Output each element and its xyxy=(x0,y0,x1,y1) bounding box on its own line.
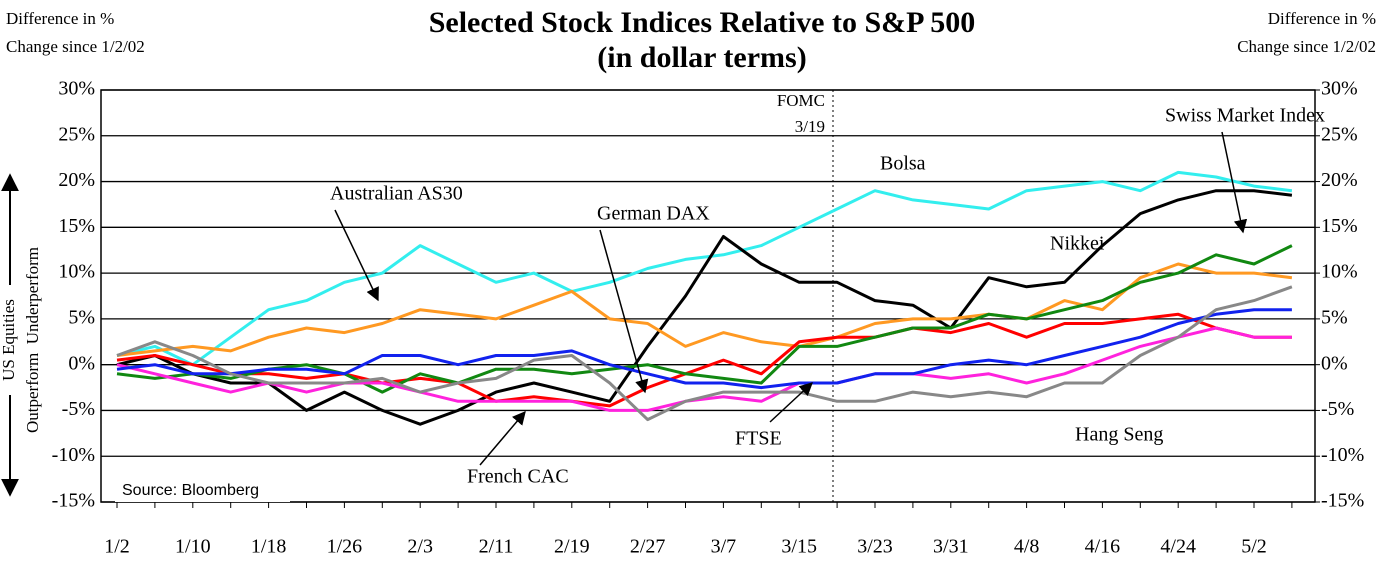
series-line xyxy=(116,285,1293,422)
series-line xyxy=(116,170,1293,367)
y2-tick-label: 15% xyxy=(1321,215,1358,237)
x-tick-label: 4/16 xyxy=(1085,536,1121,558)
left-axis-label: Difference in % xyxy=(6,9,114,28)
source: Source: Bloomberg xyxy=(122,482,259,499)
arrow xyxy=(769,382,813,423)
annotation: FOMC xyxy=(777,91,825,110)
arrow xyxy=(334,209,379,302)
x-tick-label: 3/15 xyxy=(781,536,817,558)
y2-tick-label: 0% xyxy=(1321,352,1348,374)
series-label: Nikkei xyxy=(1050,233,1105,255)
series-line xyxy=(116,326,1292,412)
arrow xyxy=(1221,131,1248,234)
y-tick-label: 20% xyxy=(58,169,95,191)
side-label: US Equities xyxy=(0,299,18,381)
x-tick-label: 3/23 xyxy=(857,536,893,558)
x-tick-label: 4/8 xyxy=(1014,536,1040,558)
chart-subtitle: (in dollar terms) xyxy=(597,41,806,74)
x-tick-label: 2/3 xyxy=(407,536,433,558)
arrow xyxy=(479,410,526,466)
annotation: 3/19 xyxy=(795,117,825,136)
y-tick-label: -5% xyxy=(62,398,95,420)
series-label: French CAC xyxy=(467,466,569,488)
y2-tick-label: 25% xyxy=(1321,123,1358,145)
y-tick-label: 0% xyxy=(68,352,95,374)
series-label: Australian AS30 xyxy=(330,183,463,205)
x-tick-label: 2/19 xyxy=(554,536,590,558)
side-label: Outperform Underperform xyxy=(23,247,42,433)
right-axis-label: Difference in % xyxy=(1268,9,1376,28)
y2-tick-label: 5% xyxy=(1321,306,1348,328)
y2-tick-label: -10% xyxy=(1321,444,1364,466)
left-axis-label: Change since 1/2/02 xyxy=(6,37,145,56)
series-label: FTSE xyxy=(735,428,782,450)
source-box xyxy=(115,478,290,502)
y2-tick-label: 30% xyxy=(1321,78,1358,100)
y2-tick-label: 10% xyxy=(1321,261,1358,283)
series-line xyxy=(116,308,1292,390)
series-label: Swiss Market Index xyxy=(1165,105,1325,127)
series-line xyxy=(116,244,1293,394)
x-tick-label: 3/31 xyxy=(933,536,969,558)
plot xyxy=(101,89,1315,503)
x-tick-label: 1/26 xyxy=(327,536,363,558)
x-tick-label: 1/10 xyxy=(175,536,211,558)
right-axis-label: Change since 1/2/02 xyxy=(1237,37,1376,56)
chart-title: Selected Stock Indices Relative to S&P 5… xyxy=(429,6,976,39)
series-label: German DAX xyxy=(597,203,710,225)
series-line xyxy=(116,312,1292,408)
x-tick-label: 2/27 xyxy=(630,536,666,558)
x-tick-label: 2/11 xyxy=(479,536,514,558)
y-tick-label: 30% xyxy=(58,78,95,100)
plot-frame xyxy=(100,89,1316,503)
x-tick-label: 1/18 xyxy=(251,536,287,558)
x-tick-label: 5/2 xyxy=(1241,536,1267,558)
series-label: Bolsa xyxy=(880,153,926,175)
series-line xyxy=(116,189,1293,426)
y-tick-label: -15% xyxy=(52,490,95,512)
x-tick-label: 3/7 xyxy=(711,536,737,558)
x-tick-label: 4/24 xyxy=(1160,536,1196,558)
y-tick-label: 5% xyxy=(68,306,95,328)
series-line xyxy=(116,262,1293,357)
y-tick-label: 15% xyxy=(58,215,95,237)
y-tick-label: 25% xyxy=(58,123,95,145)
series-label: Hang Seng xyxy=(1075,424,1163,446)
y2-tick-label: -15% xyxy=(1321,490,1364,512)
y-tick-label: -10% xyxy=(52,444,95,466)
y2-tick-label: -5% xyxy=(1321,398,1354,420)
arrow xyxy=(599,229,649,394)
y-tick-label: 10% xyxy=(58,261,95,283)
x-tick-label: 1/2 xyxy=(104,536,130,558)
y2-tick-label: 20% xyxy=(1321,169,1358,191)
